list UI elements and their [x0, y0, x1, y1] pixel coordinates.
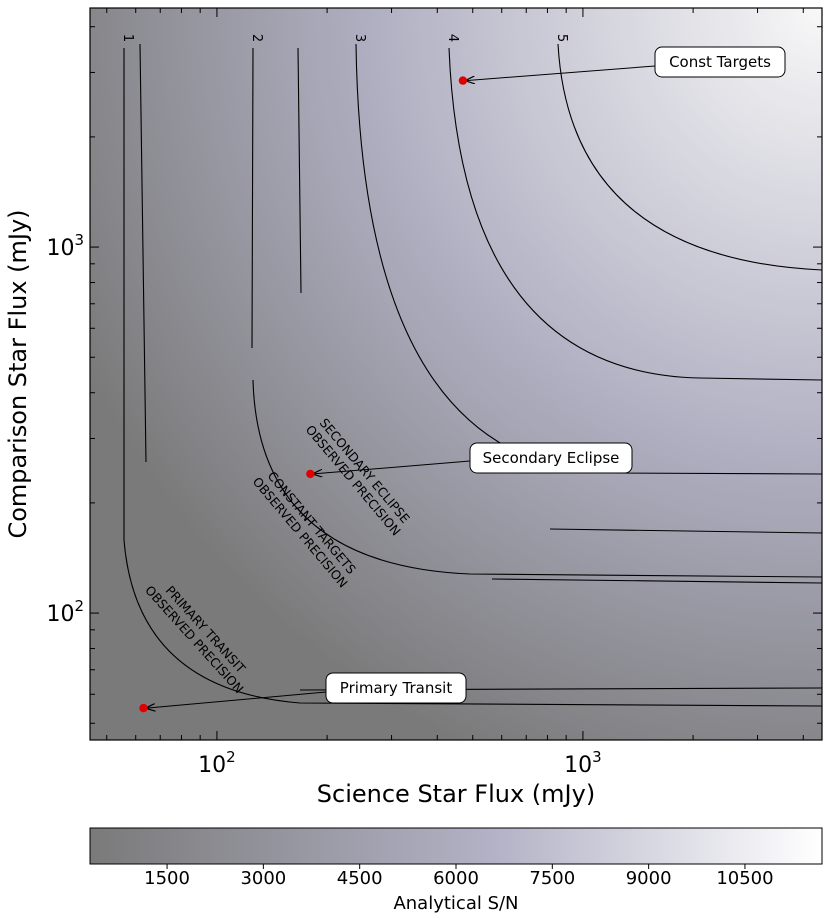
contour-line: [139, 43, 147, 463]
ticks-layer: [90, 8, 822, 740]
tick-label: 102: [46, 597, 84, 627]
heatmap-field: [90, 8, 822, 740]
colorbar-tick-label: 4500: [337, 868, 383, 889]
contour-line: [549, 528, 822, 534]
contour-labels: 1 2 3 4 5: [120, 34, 569, 42]
plot-frame: [89, 7, 823, 741]
contour-label: 2: [249, 34, 264, 42]
colorbar-tick-label: 1500: [144, 868, 190, 889]
contour-line: [252, 379, 822, 578]
contour-line: [123, 48, 822, 707]
colorbar-label: Analytical S/N: [393, 893, 518, 914]
contour-line: [448, 47, 822, 381]
colorbar-tick-label: 6000: [433, 868, 479, 889]
tick-label-exponent: 3: [74, 231, 84, 249]
colorbar-tick-label: 10500: [716, 868, 773, 889]
annotation-arrow: [146, 691, 327, 708]
field-stripes: [90, 8, 822, 740]
tick-label-exponent: 2: [74, 597, 84, 615]
contour-line: [491, 578, 822, 584]
tick-label: 103: [46, 231, 84, 261]
annotation-arrow: [466, 65, 656, 81]
tick-label: 102: [198, 748, 236, 778]
contour-label: 3: [352, 34, 367, 42]
annotation-label: Const Targets: [669, 53, 771, 71]
contour-label: 5: [554, 34, 569, 42]
x-axis-title: Science Star Flux (mJy): [317, 780, 595, 808]
annotation-box: [325, 672, 467, 704]
contour-line: [557, 43, 822, 271]
tick-label-exponent: 2: [226, 748, 236, 766]
annotation-arrow: [313, 460, 471, 474]
colorbar: [89, 827, 823, 865]
annotation-box: [654, 46, 786, 78]
annotation-label: Primary Transit: [340, 679, 453, 697]
annotation-box: [469, 442, 633, 474]
contour-line: [297, 47, 302, 294]
annotation-label: Secondary Eclipse: [483, 449, 620, 467]
colorbar-tick-label: 3000: [240, 868, 286, 889]
data-point: [458, 76, 468, 85]
contour-line: [251, 47, 254, 349]
contour-label: 4: [445, 34, 460, 42]
tick-label-exponent: 3: [592, 748, 602, 766]
tick-label: 103: [564, 748, 602, 778]
y-axis-title: Comparison Star Flux (mJy): [4, 209, 32, 538]
points-layer: Const Targets Secondary Eclipse Primary Tr…: [139, 46, 786, 713]
colorbar-ticks: 1500 3000 4500 6000 7500 9000 10500: [144, 864, 774, 889]
colorbar-tick-label: 7500: [529, 868, 575, 889]
data-point: [139, 703, 148, 713]
contour-label: 1: [120, 34, 135, 42]
tick-labels: 102 103 102 103: [46, 231, 601, 778]
colorbar-tick-label: 9000: [626, 868, 672, 889]
data-point: [306, 469, 315, 479]
